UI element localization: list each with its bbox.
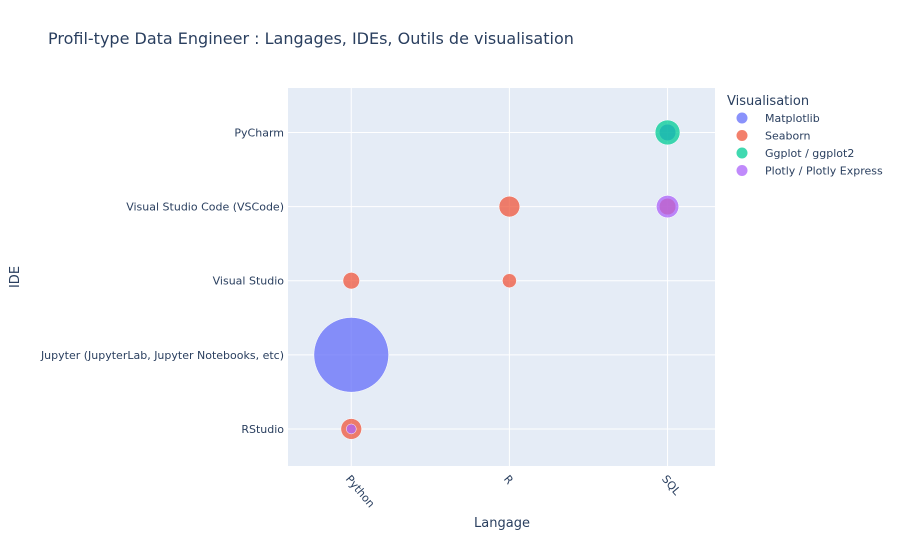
y-tick-label: RStudio	[241, 423, 284, 436]
legend-marker-icon	[736, 112, 748, 124]
legend: Visualisation Matplotlib Seaborn Ggplot / …	[727, 94, 883, 178]
bubble[interactable]	[656, 195, 680, 219]
legend-marker-icon	[736, 130, 748, 141]
legend-label: Ggplot / ggplot2	[765, 147, 854, 160]
y-tick-label: Visual Studio Code (VSCode)	[126, 201, 284, 214]
legend-marker-icon	[736, 147, 748, 159]
x-tick-label: R	[501, 473, 516, 487]
y-tick-labels: RStudio Jupyter (JupyterLab, Jupyter Note…	[40, 126, 284, 435]
legend-item[interactable]: Ggplot / ggplot2	[736, 147, 855, 160]
legend-item[interactable]: Seaborn	[736, 130, 811, 143]
chart-title: Profil-type Data Engineer : Langages, ID…	[48, 29, 574, 48]
legend-marker-icon	[736, 165, 748, 176]
legend-label: Matplotlib	[765, 112, 820, 125]
bubble[interactable]	[346, 423, 357, 435]
x-tick-label: Python	[343, 473, 377, 511]
bubble[interactable]	[313, 317, 389, 393]
bubbles	[313, 119, 681, 440]
y-tick-label: PyCharm	[234, 126, 284, 139]
y-tick-label: Jupyter (JupyterLab, Jupyter Notebooks, …	[40, 349, 284, 362]
bubble[interactable]	[498, 195, 521, 218]
bubble[interactable]	[654, 119, 681, 146]
bubble[interactable]	[502, 273, 517, 289]
series-3	[346, 195, 680, 435]
x-axis-title: Langage	[474, 516, 530, 531]
legend-label: Plotly / Plotly Express	[765, 165, 883, 178]
legend-label: Seaborn	[765, 130, 811, 143]
legend-item[interactable]: Plotly / Plotly Express	[736, 165, 884, 178]
bubble[interactable]	[342, 272, 360, 290]
legend-title: Visualisation	[727, 94, 809, 109]
series-2	[654, 119, 681, 146]
plot-area	[288, 88, 715, 466]
x-tick-label: SQL	[659, 473, 684, 499]
x-tick-labels: Python R SQL	[343, 473, 684, 511]
legend-item[interactable]: Matplotlib	[736, 112, 820, 125]
y-tick-label: Visual Studio	[213, 275, 285, 288]
y-axis-title: IDE	[8, 266, 23, 288]
